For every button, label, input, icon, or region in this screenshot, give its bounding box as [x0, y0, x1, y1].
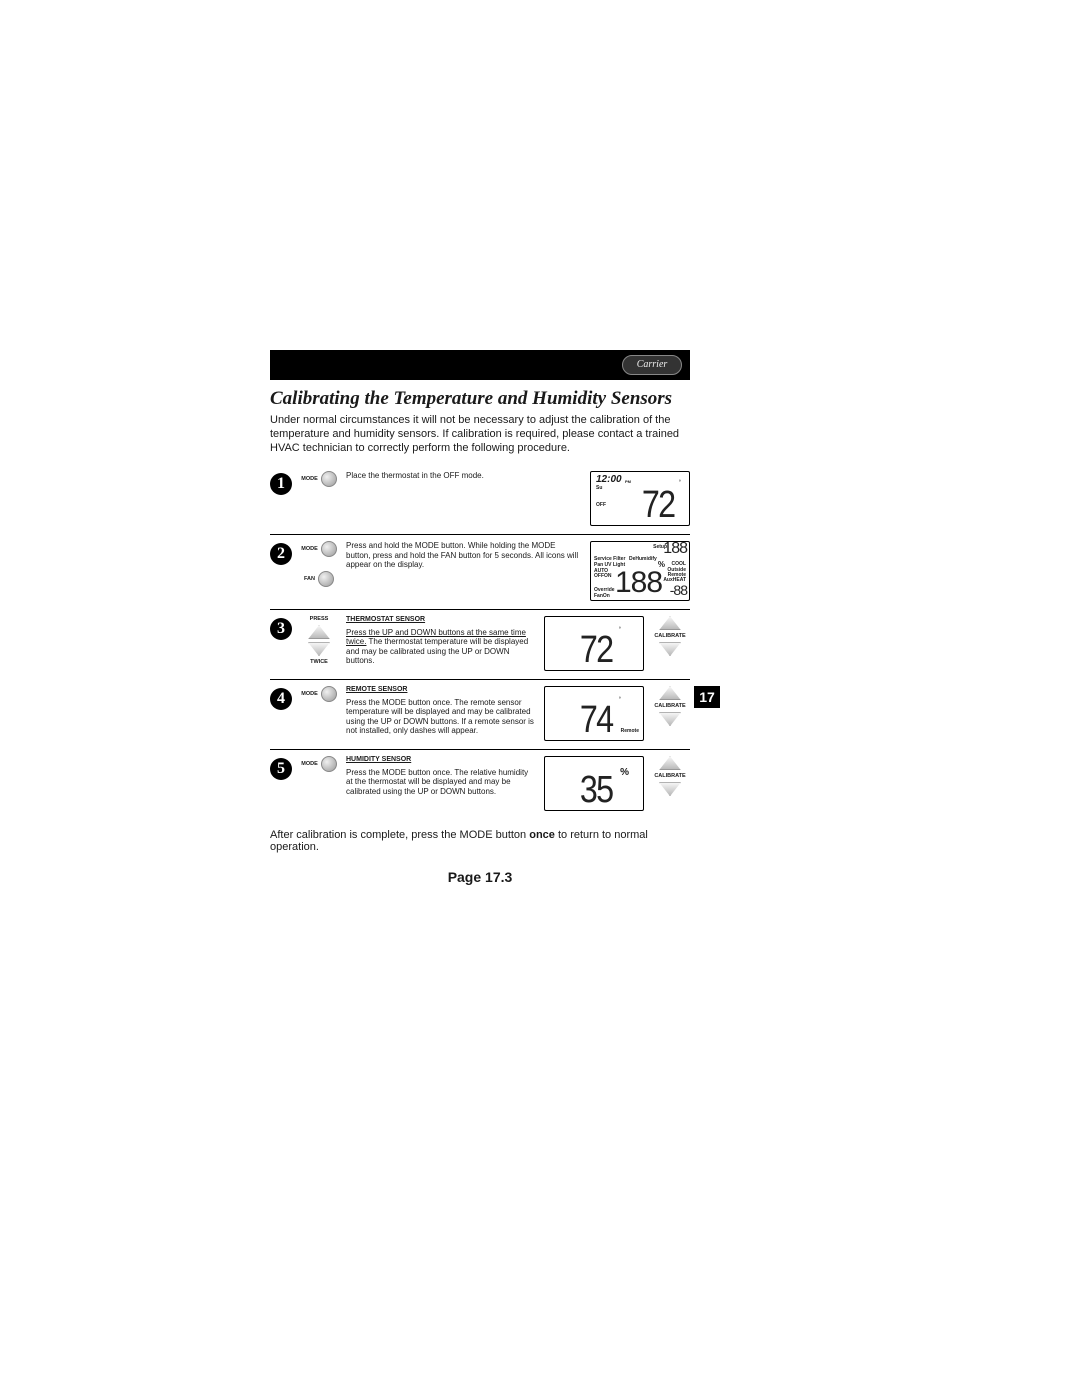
seg-188b: 188: [615, 566, 662, 600]
page-number: Page 17.3: [270, 869, 690, 885]
footer-pre: After calibration is complete, press the…: [270, 829, 529, 841]
temp-reading: 72: [642, 484, 675, 526]
lcd-step3: 72 °: [544, 616, 644, 671]
degree-icon: °: [619, 627, 621, 633]
down-button[interactable]: [308, 642, 330, 656]
section-tab: 17: [694, 686, 720, 708]
step4-text: REMOTE SENSOR Press the MODE button once…: [346, 686, 538, 736]
temp-reading: 72: [580, 629, 613, 671]
up-button[interactable]: [308, 625, 330, 639]
step-number: 2: [270, 543, 292, 565]
step1-controls: MODE: [298, 471, 340, 487]
step3-heading: THERMOSTAT SENSOR: [346, 616, 534, 624]
step5-body: Press the MODE button once. The relative…: [346, 768, 528, 796]
brand-logo: Carrier: [622, 355, 682, 375]
degree-icon: °: [679, 480, 681, 486]
dehum-indicator: DeHumidify: [629, 556, 657, 562]
step4-calibrate: CALIBRATE: [650, 686, 690, 726]
step3-controls: PRESS TWICE: [298, 616, 340, 665]
step1-text: Place the thermostat in the OFF mode.: [346, 471, 584, 481]
clock: 12:00: [596, 474, 622, 485]
temp-reading: 74: [580, 699, 613, 741]
fanon-indicator: FanOn: [594, 593, 610, 599]
step-2: 2 MODE FAN Press and hold the MODE butto…: [270, 535, 690, 610]
mode-button[interactable]: [321, 686, 337, 702]
step2-text: Press and hold the MODE button. While ho…: [346, 541, 584, 570]
lcd-step4: 74 ° Remote: [544, 686, 644, 741]
step-number: 5: [270, 758, 292, 780]
footer-bold: once: [529, 829, 555, 841]
step-5: 5 MODE HUMIDITY SENSOR Press the MODE bu…: [270, 750, 690, 819]
step5-heading: HUMIDITY SENSOR: [346, 756, 534, 764]
step4-heading: REMOTE SENSOR: [346, 686, 534, 694]
step-number: 4: [270, 688, 292, 710]
mode-button[interactable]: [321, 541, 337, 557]
step4-controls: MODE: [298, 686, 340, 702]
lcd-step5: 35 %: [544, 756, 644, 811]
degree-icon: °: [619, 697, 621, 703]
manual-page: Carrier Calibrating the Temperature and …: [270, 350, 690, 885]
up-button[interactable]: [659, 616, 681, 630]
fan-button[interactable]: [318, 571, 334, 587]
step5-controls: MODE: [298, 756, 340, 772]
press-label: PRESS: [310, 616, 329, 622]
down-button[interactable]: [659, 782, 681, 796]
step3-rest: The thermostat temperature will be displ…: [346, 637, 528, 665]
step-3: 3 PRESS TWICE THERMOSTAT SENSOR Press th…: [270, 610, 690, 680]
remote-indicator: Remote: [621, 728, 639, 734]
mode-label: MODE: [301, 476, 318, 482]
mode-button[interactable]: [321, 471, 337, 487]
step-number: 1: [270, 473, 292, 495]
off-indicator: OFF: [596, 502, 606, 508]
mode-label: MODE: [301, 761, 318, 767]
step-1: 1 MODE Place the thermostat in the OFF m…: [270, 465, 690, 535]
page-title: Calibrating the Temperature and Humidity…: [270, 388, 690, 410]
mode-button[interactable]: [321, 756, 337, 772]
humidity-reading: 35: [580, 769, 613, 811]
calibrate-label: CALIBRATE: [654, 703, 685, 709]
intro-text: Under normal circumstances it will not b…: [270, 414, 690, 455]
day-indicator: Su: [596, 485, 602, 491]
offon-indicator: OFFON: [594, 573, 612, 579]
step4-body: Press the MODE button once. The remote s…: [346, 698, 534, 736]
seg-188a: 188: [663, 541, 687, 558]
mode-label: MODE: [301, 691, 318, 697]
step3-text: THERMOSTAT SENSOR Press the UP and DOWN …: [346, 616, 538, 666]
up-button[interactable]: [659, 756, 681, 770]
step5-text: HUMIDITY SENSOR Press the MODE button on…: [346, 756, 538, 796]
down-button[interactable]: [659, 712, 681, 726]
step5-calibrate: CALIBRATE: [650, 756, 690, 796]
step-4: 4 MODE REMOTE SENSOR Press the MODE butt…: [270, 680, 690, 750]
up-button[interactable]: [659, 686, 681, 700]
down-button[interactable]: [659, 642, 681, 656]
footer-note: After calibration is complete, press the…: [270, 829, 690, 853]
mode-label: MODE: [301, 546, 318, 552]
step2-controls: MODE FAN: [298, 541, 340, 587]
step-number: 3: [270, 618, 292, 640]
percent-icon: %: [620, 767, 629, 778]
pm-indicator: PM: [625, 479, 631, 484]
step3-calibrate: CALIBRATE: [650, 616, 690, 656]
twice-label: TWICE: [310, 659, 328, 665]
calibrate-label: CALIBRATE: [654, 773, 685, 779]
calibrate-label: CALIBRATE: [654, 633, 685, 639]
seg-neg88: -88: [670, 582, 687, 598]
fan-label: FAN: [304, 576, 315, 582]
header-bar: Carrier: [270, 350, 690, 380]
percent-indicator: %: [658, 560, 665, 569]
lcd-step2: Setup 188 Service Filter DeHumidify Pan …: [590, 541, 690, 601]
lcd-step1: 12:00 PM Su OFF 72 °: [590, 471, 690, 526]
